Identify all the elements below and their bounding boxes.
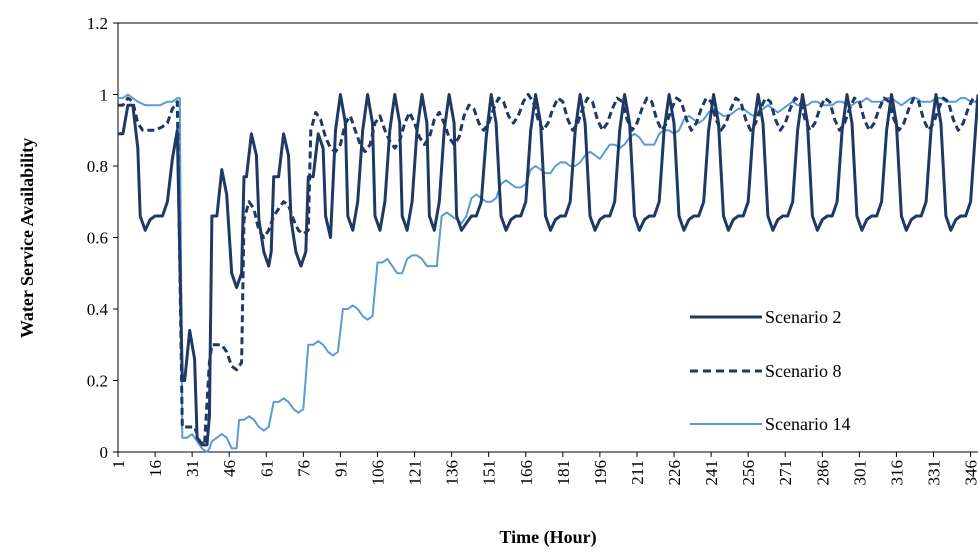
x-tick-label: 286	[813, 460, 832, 486]
y-tick-label: 0.8	[87, 157, 108, 176]
y-tick-label: 0.6	[87, 229, 108, 248]
x-tick-label: 61	[257, 460, 276, 477]
y-tick-label: 1.2	[87, 14, 108, 33]
y-tick-label: 1	[100, 86, 109, 105]
x-tick-label: 46	[220, 460, 239, 477]
x-tick-label: 346	[962, 460, 978, 486]
x-tick-label: 31	[183, 460, 202, 477]
series-line-scenario-2	[118, 93, 978, 447]
legend-item-scenario-2: Scenario 2	[690, 307, 841, 327]
x-tick-label: 1	[109, 460, 128, 469]
y-ticks: 0 0.2 0.4 0.6 0.8 1 1.2	[87, 14, 118, 462]
x-tick-label: 271	[776, 460, 795, 486]
x-tick-label: 331	[925, 460, 944, 486]
x-tick-label: 121	[406, 460, 425, 486]
x-tick-label: 241	[702, 460, 721, 486]
x-tick-label: 316	[887, 460, 906, 486]
plot-area: 0 0.2 0.4 0.6 0.8 1 1.2 1 16 31 46 61 76 91 106 121 136…	[87, 14, 978, 486]
legend: Scenario 2 Scenario 8 Scenario 14	[690, 307, 850, 434]
legend-label-scenario-14: Scenario 14	[765, 414, 850, 434]
x-tick-label: 181	[554, 460, 573, 486]
series-line-scenario-8	[118, 93, 978, 447]
y-tick-label: 0.4	[87, 300, 109, 319]
x-ticks: 1 16 31 46 61 76 91 106 121 136 151 166 181 196 211 226…	[109, 452, 978, 486]
x-tick-label: 16	[146, 460, 165, 477]
x-tick-label: 76	[294, 460, 313, 477]
x-tick-label: 226	[665, 460, 684, 486]
x-tick-label: 151	[480, 460, 499, 486]
x-tick-label: 166	[517, 460, 536, 486]
series-line-scenario-14	[118, 93, 978, 453]
x-tick-label: 301	[850, 460, 869, 486]
y-tick-label: 0	[100, 443, 109, 462]
x-tick-label: 196	[591, 460, 610, 486]
legend-item-scenario-8: Scenario 8	[690, 361, 841, 381]
y-axis-title: Water Service Availability	[17, 138, 37, 338]
legend-item-scenario-14: Scenario 14	[690, 414, 850, 434]
x-tick-label: 256	[739, 460, 758, 486]
x-axis-title: Time (Hour)	[499, 527, 596, 548]
x-tick-label: 91	[331, 460, 350, 477]
legend-label-scenario-8: Scenario 8	[765, 361, 841, 381]
legend-label-scenario-2: Scenario 2	[765, 307, 841, 327]
x-tick-label: 106	[368, 460, 387, 486]
x-tick-label: 211	[628, 460, 647, 485]
y-tick-label: 0.2	[87, 372, 108, 391]
series-layer	[118, 93, 978, 453]
x-tick-label: 136	[443, 460, 462, 486]
